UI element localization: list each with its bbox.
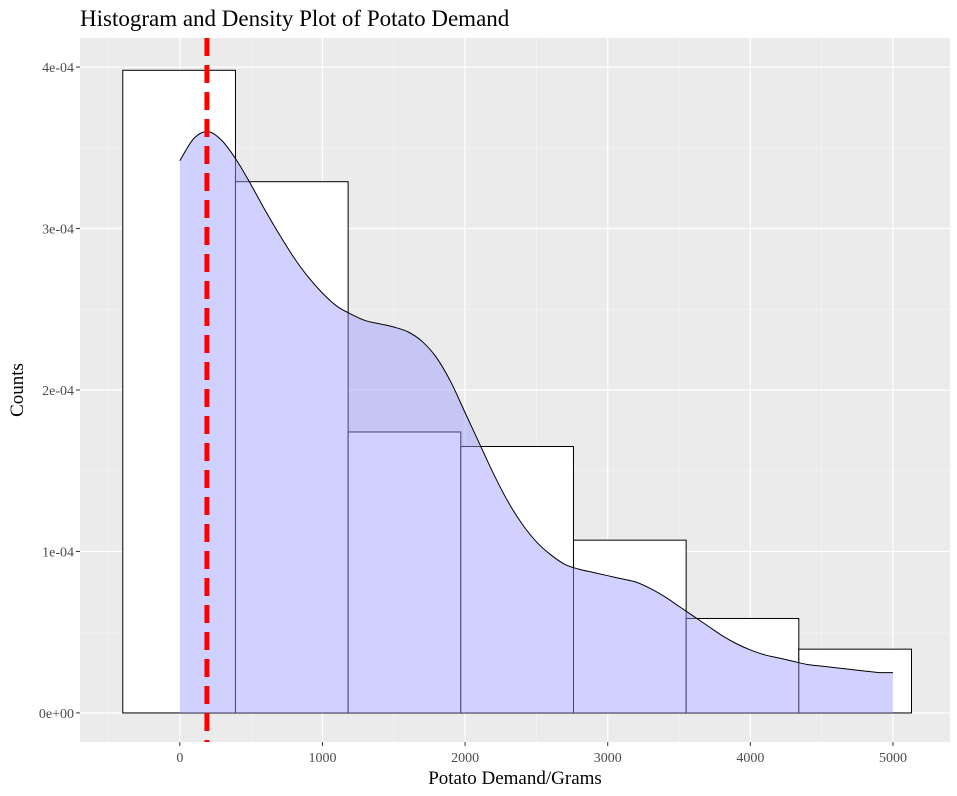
density-curve-group (179, 131, 893, 713)
histogram-bars (122, 69, 912, 714)
histogram-bar (122, 69, 236, 714)
y-tick-label: 3e-04 (42, 223, 74, 238)
histogram-bar (347, 431, 462, 714)
x-axis-title: Potato Demand/Grams (428, 768, 602, 789)
histogram-bar (798, 648, 912, 714)
chart-title: Histogram and Density Plot of Potato Dem… (80, 6, 510, 31)
x-tick-label: 4000 (736, 751, 764, 766)
x-tick-label: 5000 (879, 751, 907, 766)
x-tick-label: 1000 (308, 751, 336, 766)
x-tick-label: 2000 (451, 751, 479, 766)
histogram-bar (460, 446, 574, 714)
x-tick-label: 3000 (594, 751, 622, 766)
x-axis: 0 1000 2000 3000 4000 5000 (176, 742, 907, 766)
y-axis: 0e+00 1e-04 2e-04 3e-04 4e-04 (39, 61, 80, 722)
density-line (179, 131, 893, 674)
density-area (179, 131, 893, 713)
y-tick-label: 4e-04 (42, 61, 74, 76)
y-tick-label: 0e+00 (39, 707, 74, 722)
y-axis-title: Counts (7, 363, 28, 417)
histogram-bar (234, 181, 349, 714)
y-tick-label: 2e-04 (42, 384, 74, 399)
x-tick-label: 0 (176, 751, 183, 766)
y-tick-label: 1e-04 (42, 545, 74, 560)
histogram-bar (685, 617, 800, 714)
